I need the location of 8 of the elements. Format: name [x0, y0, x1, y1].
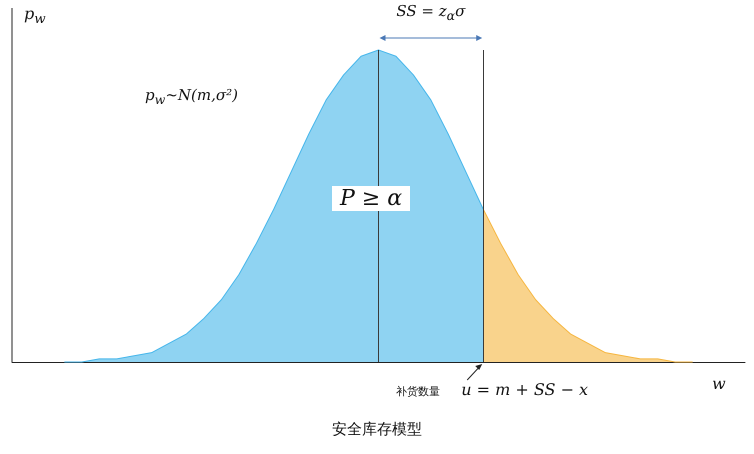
- annotation: p$_{w}$~N(m,σ²): [145, 86, 238, 107]
- text: 安全库存模型: [332, 420, 422, 439]
- x-axis-title: w: [712, 374, 726, 393]
- annotation: P ≥ α: [332, 186, 410, 211]
- text: 补货数量: [396, 384, 440, 399]
- text: SS = z$_{α}$σ: [396, 2, 466, 23]
- text: u = m + SS − x: [461, 380, 588, 399]
- y-axis-title: p$_{w}$: [24, 4, 46, 28]
